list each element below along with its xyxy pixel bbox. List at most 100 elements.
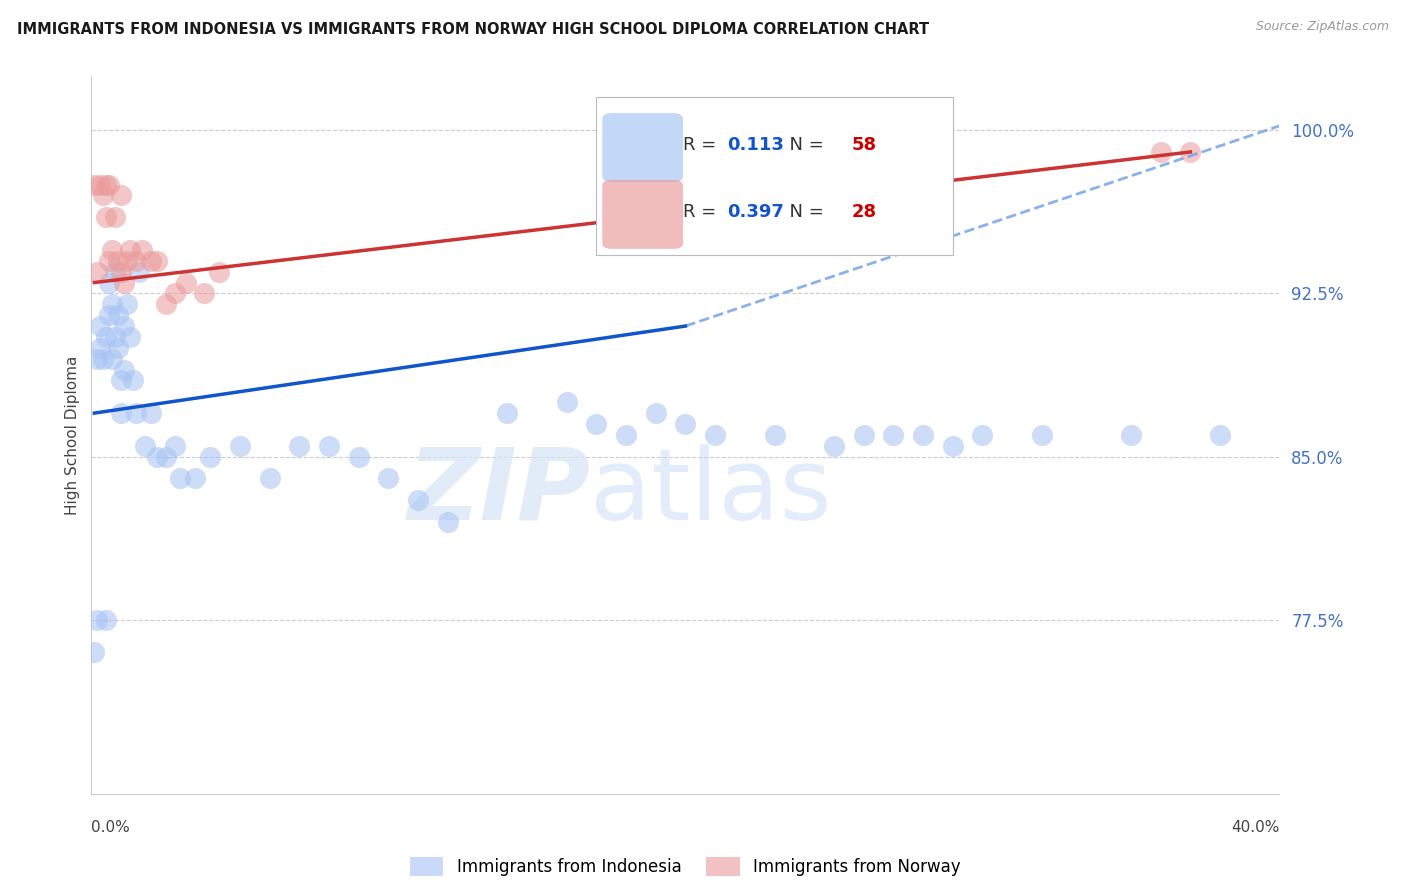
- Point: [83, 178, 105, 192]
- Point: [96, 211, 118, 225]
- Point: [107, 308, 129, 322]
- Point: [107, 341, 129, 355]
- Point: [614, 428, 637, 442]
- Point: [96, 330, 118, 344]
- Point: [1180, 145, 1202, 159]
- Point: [139, 253, 162, 268]
- Point: [104, 330, 127, 344]
- Point: [882, 428, 904, 442]
- Point: [1119, 428, 1142, 442]
- Point: [436, 515, 458, 529]
- Text: 0.0%: 0.0%: [91, 820, 131, 835]
- Text: 28: 28: [852, 203, 877, 221]
- Point: [125, 253, 148, 268]
- Point: [176, 276, 198, 290]
- Point: [98, 276, 121, 290]
- Point: [496, 406, 519, 420]
- Point: [972, 428, 994, 442]
- FancyBboxPatch shape: [602, 180, 683, 249]
- Point: [98, 308, 121, 322]
- FancyBboxPatch shape: [602, 113, 683, 182]
- Point: [91, 188, 114, 202]
- Point: [112, 362, 135, 376]
- Point: [377, 471, 399, 485]
- Point: [155, 297, 177, 311]
- Point: [104, 265, 127, 279]
- Point: [96, 178, 118, 192]
- Point: [823, 439, 845, 453]
- Point: [86, 613, 108, 627]
- Point: [763, 428, 786, 442]
- Text: R =: R =: [683, 203, 723, 221]
- Point: [83, 645, 105, 659]
- Point: [118, 330, 141, 344]
- Point: [112, 276, 135, 290]
- Point: [98, 178, 121, 192]
- Point: [110, 188, 132, 202]
- Point: [184, 471, 207, 485]
- Text: R =: R =: [683, 136, 723, 154]
- Point: [1209, 428, 1232, 442]
- Point: [89, 341, 111, 355]
- Point: [101, 243, 124, 257]
- Text: 40.0%: 40.0%: [1232, 820, 1279, 835]
- Point: [555, 395, 578, 409]
- Point: [86, 265, 108, 279]
- Point: [110, 265, 132, 279]
- Point: [200, 450, 222, 464]
- Point: [673, 417, 696, 431]
- Point: [104, 211, 127, 225]
- Point: [704, 428, 727, 442]
- Point: [145, 253, 167, 268]
- Point: [163, 439, 186, 453]
- Text: N =: N =: [778, 136, 830, 154]
- Point: [134, 439, 156, 453]
- Point: [96, 613, 118, 627]
- Point: [110, 374, 132, 388]
- Point: [110, 406, 132, 420]
- FancyBboxPatch shape: [596, 97, 953, 255]
- Point: [229, 439, 252, 453]
- Point: [89, 178, 111, 192]
- Text: N =: N =: [778, 203, 830, 221]
- Point: [122, 374, 145, 388]
- Point: [644, 232, 666, 246]
- Text: 0.397: 0.397: [727, 203, 785, 221]
- Text: 58: 58: [852, 136, 877, 154]
- Point: [288, 439, 311, 453]
- Point: [101, 297, 124, 311]
- Point: [139, 406, 162, 420]
- Point: [155, 450, 177, 464]
- Point: [259, 471, 281, 485]
- Point: [208, 265, 231, 279]
- Point: [644, 406, 666, 420]
- Text: 0.113: 0.113: [727, 136, 785, 154]
- Point: [193, 286, 215, 301]
- Point: [125, 406, 148, 420]
- Point: [1031, 428, 1053, 442]
- Point: [131, 243, 153, 257]
- Text: Source: ZipAtlas.com: Source: ZipAtlas.com: [1256, 20, 1389, 33]
- Point: [942, 439, 965, 453]
- Point: [1149, 145, 1171, 159]
- Point: [112, 319, 135, 334]
- Y-axis label: High School Diploma: High School Diploma: [65, 355, 80, 515]
- Point: [107, 253, 129, 268]
- Point: [169, 471, 191, 485]
- Text: atlas: atlas: [591, 444, 832, 541]
- Point: [406, 493, 429, 508]
- Point: [86, 351, 108, 366]
- Point: [163, 286, 186, 301]
- Legend: Immigrants from Indonesia, Immigrants from Norway: Immigrants from Indonesia, Immigrants fr…: [404, 850, 967, 882]
- Point: [115, 253, 138, 268]
- Point: [115, 297, 138, 311]
- Point: [118, 243, 141, 257]
- Point: [101, 351, 124, 366]
- Point: [91, 351, 114, 366]
- Point: [318, 439, 340, 453]
- Point: [89, 319, 111, 334]
- Point: [585, 417, 607, 431]
- Point: [911, 428, 934, 442]
- Point: [98, 253, 121, 268]
- Text: ZIP: ZIP: [408, 444, 591, 541]
